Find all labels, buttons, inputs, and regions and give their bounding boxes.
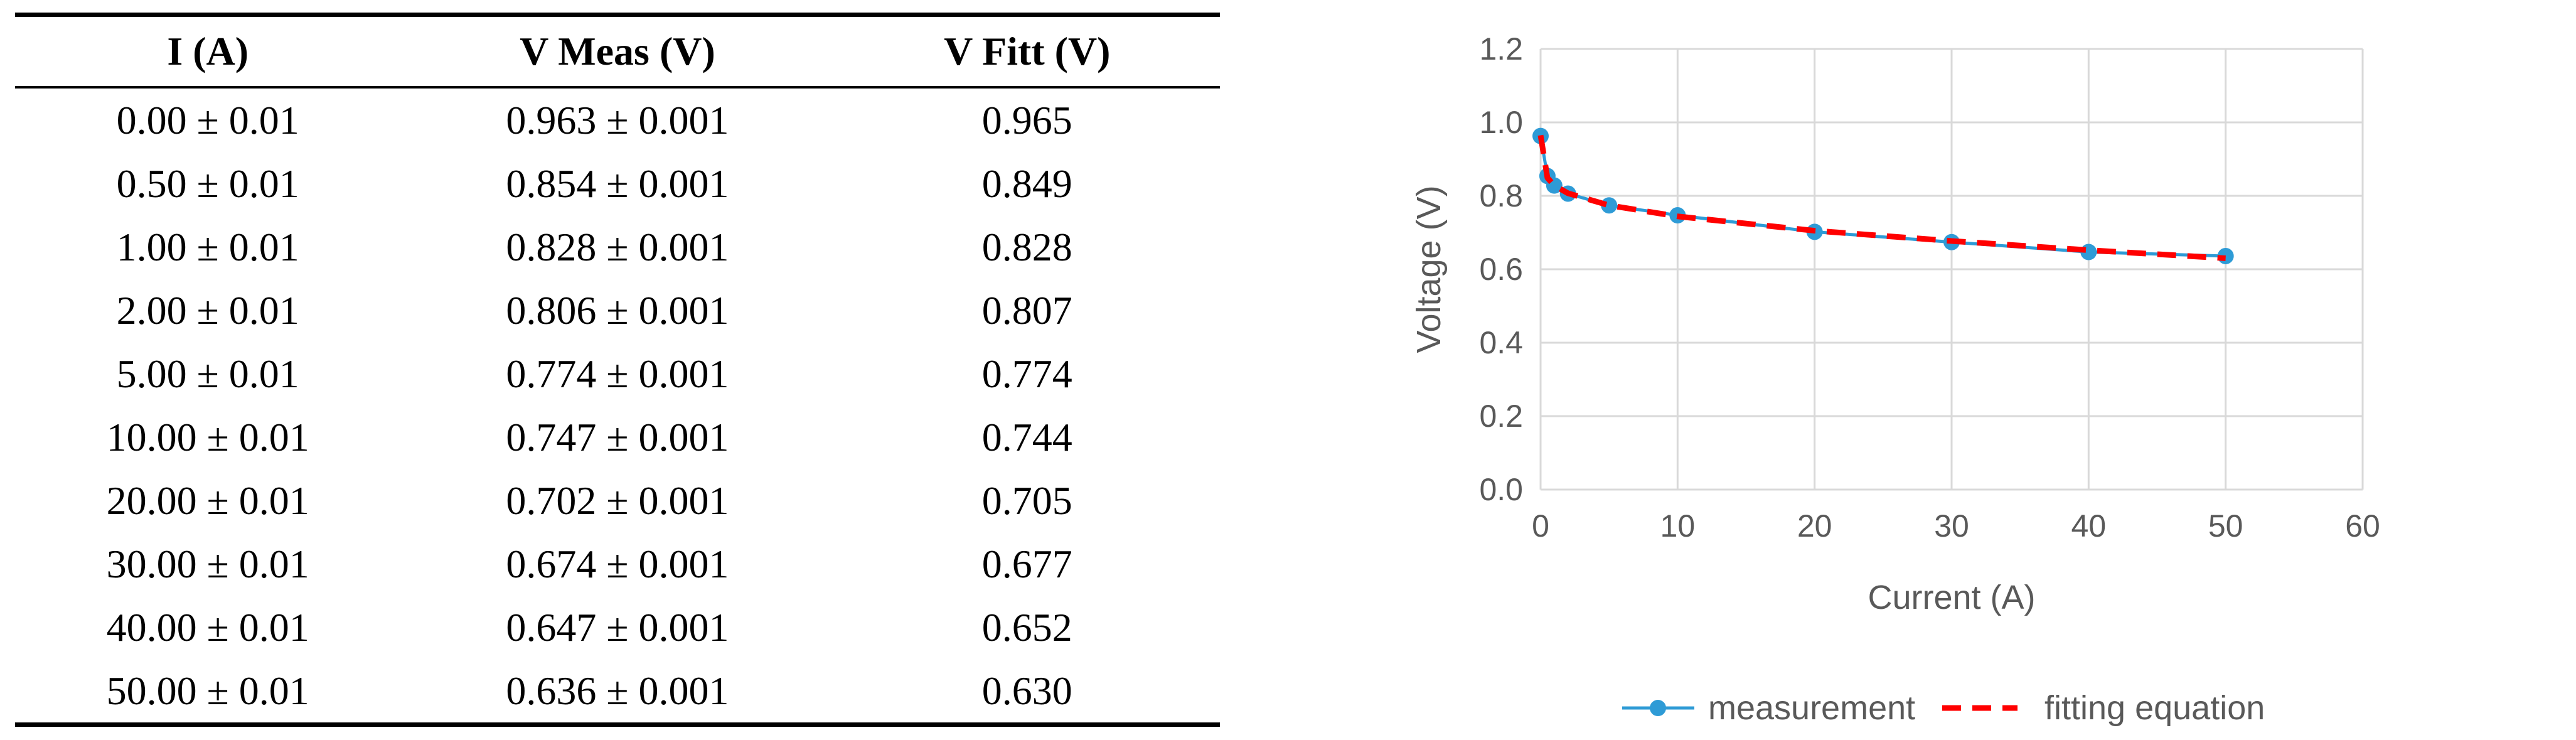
legend-fitting-label: fitting equation — [2044, 689, 2265, 727]
legend-measurement-label: measurement — [1708, 689, 1915, 727]
cell-v-meas: 0.674 ± 0.001 — [506, 541, 729, 586]
y-tick-label: 0.6 — [1479, 252, 1523, 287]
x-tick-label: 30 — [1934, 508, 1969, 544]
y-tick-label: 0.4 — [1479, 325, 1523, 360]
table-row: 5.00 ± 0.01 0.774 ± 0.001 0.774 — [15, 342, 1220, 405]
cell-v-fitt: 0.630 — [981, 668, 1072, 713]
cell-v-meas: 0.636 ± 0.001 — [506, 668, 729, 713]
cell-current: 10.00 ± 0.01 — [106, 414, 309, 459]
data-table: I (A) V Meas (V) V Fitt (V) 0.00 ± 0.01 … — [15, 13, 1220, 727]
cell-v-meas: 0.774 ± 0.001 — [506, 351, 729, 396]
cell-v-meas: 0.963 ± 0.001 — [506, 97, 729, 142]
cell-current: 30.00 ± 0.01 — [106, 541, 309, 586]
cell-v-meas: 0.854 ± 0.001 — [506, 161, 729, 206]
cell-v-meas: 0.647 ± 0.001 — [506, 604, 729, 650]
cell-current: 0.00 ± 0.01 — [116, 97, 299, 142]
cell-v-fitt: 0.828 — [981, 224, 1072, 269]
table-row: 2.00 ± 0.01 0.806 ± 0.001 0.807 — [15, 279, 1220, 342]
x-tick-label: 40 — [2071, 508, 2107, 544]
series-layer — [1532, 127, 2234, 264]
y-tick-label: 1.0 — [1479, 105, 1523, 140]
cell-v-fitt: 0.705 — [981, 478, 1072, 523]
table-row: 0.50 ± 0.01 0.854 ± 0.001 0.849 — [15, 152, 1220, 215]
cell-v-fitt: 0.652 — [981, 604, 1072, 650]
voltage-current-chart: 0.0 0.2 0.4 0.6 0.8 1.0 1.2 0 10 20 30 40 50 60 Curre… — [1410, 31, 2380, 727]
cell-v-fitt: 0.807 — [981, 287, 1072, 333]
y-tick-label: 0.8 — [1479, 178, 1523, 213]
cell-current: 5.00 ± 0.01 — [116, 351, 299, 396]
cell-current: 0.50 ± 0.01 — [116, 161, 299, 206]
cell-v-meas: 0.702 ± 0.001 — [506, 478, 729, 523]
y-tick-label: 0.0 — [1479, 472, 1523, 507]
y-tick-label: 0.2 — [1479, 399, 1523, 434]
cell-current: 50.00 ± 0.01 — [106, 668, 309, 713]
x-tick-label: 50 — [2208, 508, 2243, 544]
table-header: I (A) V Meas (V) V Fitt (V) — [15, 14, 1220, 87]
table-body: 0.00 ± 0.01 0.963 ± 0.001 0.965 0.50 ± 0… — [15, 87, 1220, 725]
cell-current: 40.00 ± 0.01 — [106, 604, 309, 650]
x-tick-label: 10 — [1660, 508, 1696, 544]
cell-current: 2.00 ± 0.01 — [116, 287, 299, 333]
cell-v-fitt: 0.744 — [981, 414, 1072, 459]
x-tick-label: 60 — [2345, 508, 2380, 544]
table-row: 30.00 ± 0.01 0.674 ± 0.001 0.677 — [15, 532, 1220, 596]
cell-v-fitt: 0.774 — [981, 351, 1072, 396]
data-table-panel: I (A) V Meas (V) V Fitt (V) 0.00 ± 0.01 … — [15, 13, 1220, 728]
table-row: 50.00 ± 0.01 0.636 ± 0.001 0.630 — [15, 659, 1220, 725]
cell-v-fitt: 0.849 — [981, 161, 1072, 206]
cell-current: 1.00 ± 0.01 — [116, 224, 299, 269]
table-row: 20.00 ± 0.01 0.702 ± 0.001 0.705 — [15, 469, 1220, 532]
x-tick-label: 20 — [1797, 508, 1832, 544]
table-row: 0.00 ± 0.01 0.963 ± 0.001 0.965 — [15, 87, 1220, 152]
table-row: 10.00 ± 0.01 0.747 ± 0.001 0.744 — [15, 405, 1220, 469]
x-axis-title: Current (A) — [1868, 579, 2035, 616]
legend-measurement-swatch-marker — [1650, 700, 1666, 716]
x-tick-label: 0 — [1532, 508, 1549, 544]
grid-layer — [1539, 48, 2364, 491]
cell-current: 20.00 ± 0.01 — [106, 478, 309, 523]
cell-v-fitt: 0.965 — [981, 97, 1072, 142]
series-line-fitting-equation — [1537, 134, 2226, 261]
cell-v-meas: 0.747 ± 0.001 — [506, 414, 729, 459]
table-row: 1.00 ± 0.01 0.828 ± 0.001 0.828 — [15, 215, 1220, 279]
column-header-v-meas: V Meas (V) — [520, 29, 715, 73]
legend: measurement fitting equation — [1622, 689, 2265, 727]
cell-v-meas: 0.806 ± 0.001 — [506, 287, 729, 333]
column-header-v-fitt: V Fitt (V) — [944, 29, 1111, 73]
table-row: 40.00 ± 0.01 0.647 ± 0.001 0.652 — [15, 596, 1220, 659]
tick-labels: 0.0 0.2 0.4 0.6 0.8 1.0 1.2 0 10 20 30 40 50 60 — [1479, 31, 2380, 544]
y-tick-label: 1.2 — [1479, 31, 1523, 67]
cell-v-fitt: 0.677 — [981, 541, 1072, 586]
column-header-current: I (A) — [167, 29, 249, 73]
cell-v-meas: 0.828 ± 0.001 — [506, 224, 729, 269]
table-header-row: I (A) V Meas (V) V Fitt (V) — [15, 14, 1220, 87]
chart-panel: 0.0 0.2 0.4 0.6 0.8 1.0 1.2 0 10 20 30 40 50 60 Curre… — [1381, 0, 2560, 740]
y-axis-title: Voltage (V) — [1410, 185, 1448, 353]
